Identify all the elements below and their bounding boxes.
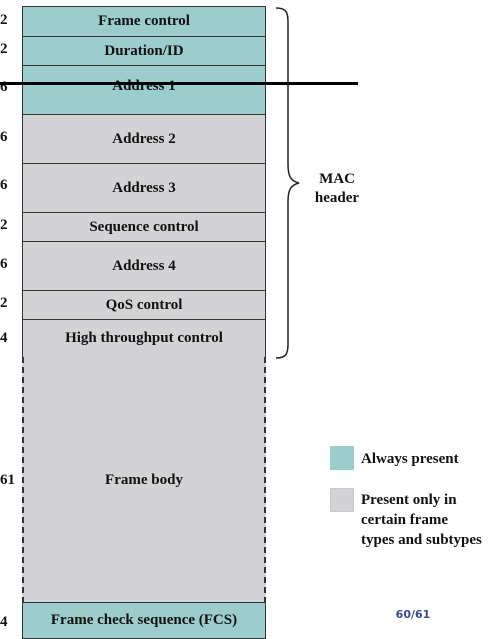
field-frame-control: Frame control [22,6,266,37]
field-duration-id: Duration/ID [22,36,266,66]
legend-optional-text: Present only in certain frame types and … [361,490,482,550]
size-address-4: 6 [0,256,8,272]
legend-swatch-always [330,446,354,470]
legend-swatch-optional [330,488,354,512]
size-ht-control: 4 [0,330,8,346]
field-qos-control: QoS control [22,290,266,320]
size-frame-control: 2 [0,12,8,28]
field-address-2: Address 2 [22,114,266,164]
field-address-4: Address 4 [22,241,266,291]
field-sequence-control: Sequence control [22,212,266,242]
strike-line [0,82,358,85]
size-sequence-control: 2 [0,217,8,233]
size-frame-body: 61 [0,472,15,488]
legend-always-text: Always present [361,451,459,467]
size-address-3: 6 [0,177,8,193]
mac-header-label: MAC header [306,170,368,208]
field-address-1: Address 1 [22,65,266,115]
field-frame-body: Frame body [22,357,266,603]
legend-optional-line3: types and subtypes [361,532,482,548]
field-address-3: Address 3 [22,163,266,213]
size-address-2: 6 [0,129,8,145]
legend-optional-line1: Present only in [361,492,457,508]
size-qos-control: 2 [0,295,8,311]
size-fcs: 4 [0,614,8,630]
mac-label-line2: header [314,190,360,206]
legend-optional-line2: certain frame [361,512,449,528]
size-address-1: 6 [0,79,8,95]
size-duration-id: 2 [0,41,8,57]
field-fcs: Frame check sequence (FCS) [22,602,266,639]
field-ht-control: High throughput control [22,319,266,358]
page-number: 60/61 [395,608,431,621]
mac-label-line1: MAC [319,171,355,187]
